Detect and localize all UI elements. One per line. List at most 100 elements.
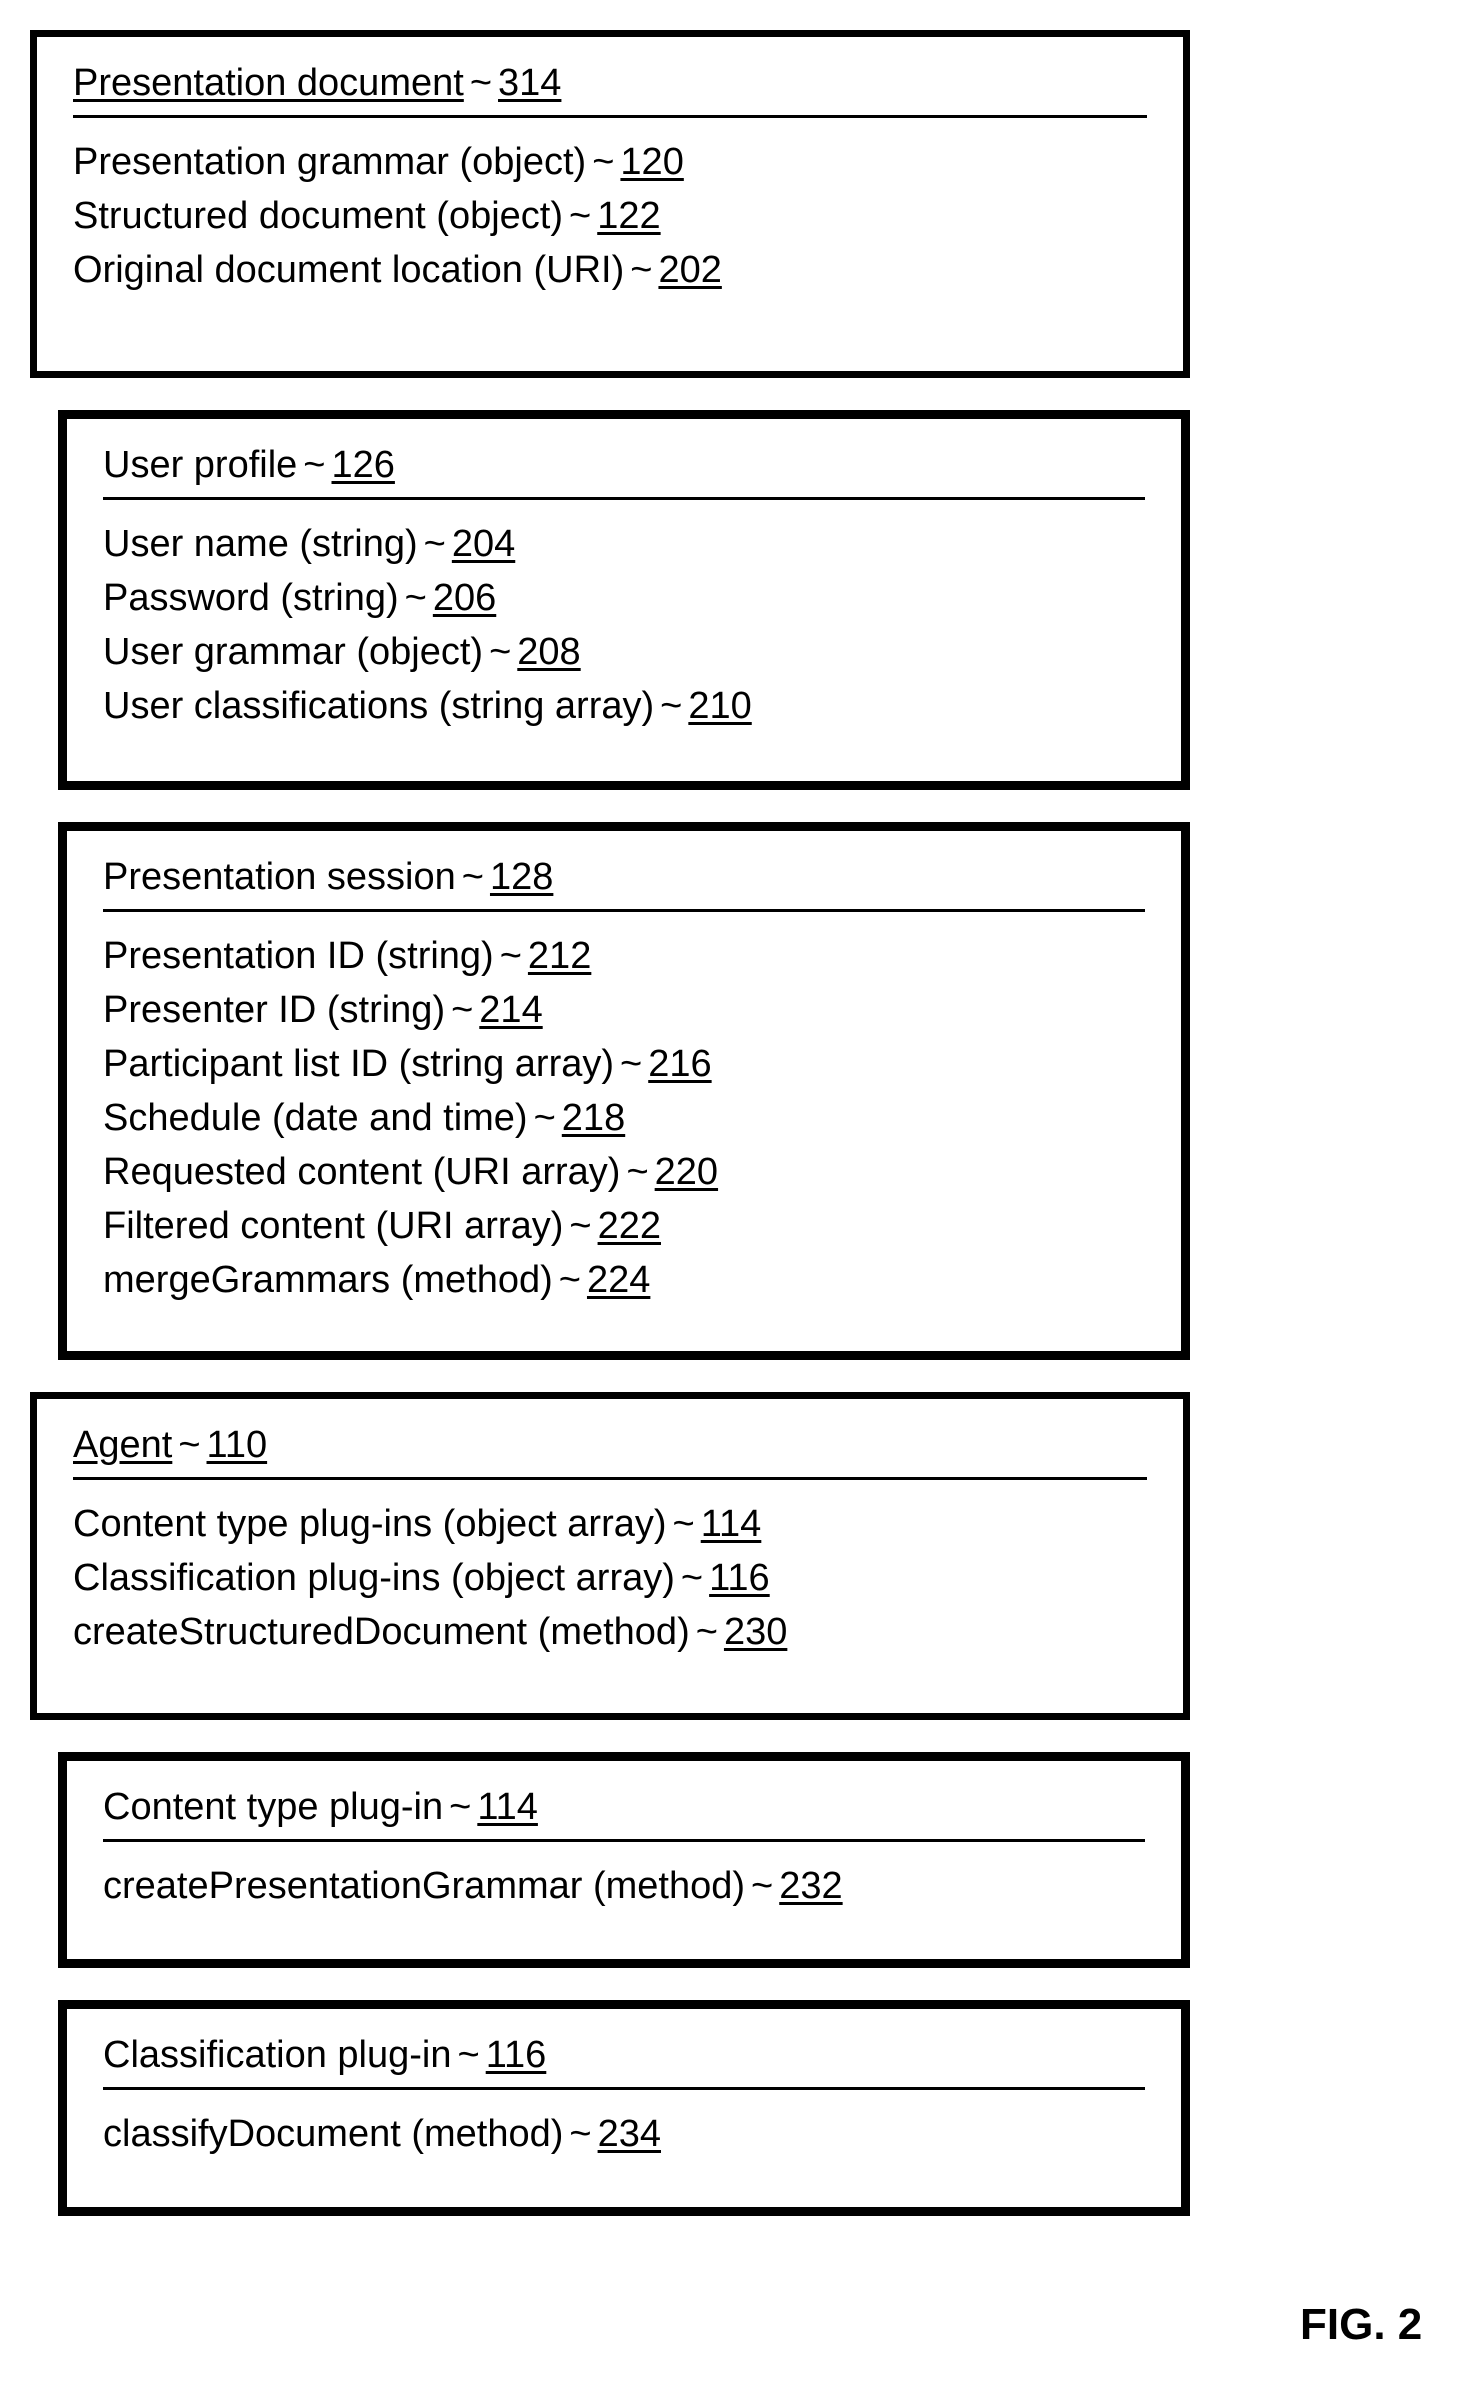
tilde-separator: ~ [303, 444, 325, 486]
box-presentation-document: Presentation document~314Presentation gr… [30, 30, 1190, 378]
box-title-label: Classification plug-in [103, 2034, 452, 2076]
field-ref: 120 [620, 141, 683, 183]
field-row: Content type plug-ins (object array)~114 [73, 1498, 1147, 1552]
box-title-label: Presentation document [73, 62, 464, 104]
box-user-profile: User profile~126User name (string)~204Pa… [58, 410, 1190, 790]
field-ref: 116 [709, 1557, 770, 1599]
field-label: Filtered content (URI array) [103, 1205, 563, 1247]
field-ref: 122 [597, 195, 660, 237]
box-title-label: Content type plug-in [103, 1786, 443, 1828]
figure-label: FIG. 2 [1300, 2300, 1422, 2350]
field-row: createPresentationGrammar (method)~232 [103, 1860, 1145, 1914]
field-row: Presenter ID (string)~214 [103, 984, 1145, 1038]
tilde-separator: ~ [751, 1865, 773, 1907]
box-title-label: Agent [73, 1424, 172, 1466]
tilde-separator: ~ [458, 2034, 480, 2076]
field-label: Content type plug-ins (object array) [73, 1503, 667, 1545]
field-row: Password (string)~206 [103, 572, 1145, 626]
field-row: User name (string)~204 [103, 518, 1145, 572]
field-ref: 212 [528, 935, 591, 977]
box-title-row: User profile~126 [103, 439, 1145, 500]
field-ref: 222 [598, 1205, 661, 1247]
box-classification-plugin: Classification plug-in~116classifyDocume… [58, 2000, 1190, 2216]
field-ref: 224 [587, 1259, 650, 1301]
field-label: Presentation ID (string) [103, 935, 494, 977]
field-row: Requested content (URI array)~220 [103, 1146, 1145, 1200]
field-ref: 220 [655, 1151, 718, 1193]
tilde-separator: ~ [500, 935, 522, 977]
tilde-separator: ~ [592, 141, 614, 183]
field-row: createStructuredDocument (method)~230 [73, 1606, 1147, 1660]
field-ref: 216 [648, 1043, 711, 1085]
tilde-separator: ~ [569, 195, 591, 237]
box-title-ref: 314 [498, 62, 561, 104]
field-row: User grammar (object)~208 [103, 626, 1145, 680]
field-ref: 208 [517, 631, 580, 673]
field-label: Presenter ID (string) [103, 989, 445, 1031]
field-ref: 204 [452, 523, 515, 565]
field-row: Presentation ID (string)~212 [103, 930, 1145, 984]
box-content-type-plugin: Content type plug-in~114createPresentati… [58, 1752, 1190, 1968]
tilde-separator: ~ [569, 2113, 591, 2155]
tilde-separator: ~ [424, 523, 446, 565]
field-row: User classifications (string array)~210 [103, 680, 1145, 734]
field-row: Structured document (object)~122 [73, 190, 1147, 244]
box-title-row: Classification plug-in~116 [103, 2029, 1145, 2090]
box-title-ref: 114 [477, 1786, 538, 1828]
box-agent: Agent~110Content type plug-ins (object a… [30, 1392, 1190, 1720]
field-ref: 202 [658, 249, 721, 291]
field-label: createPresentationGrammar (method) [103, 1865, 745, 1907]
field-row: Schedule (date and time)~218 [103, 1092, 1145, 1146]
field-label: Requested content (URI array) [103, 1151, 620, 1193]
field-row: Filtered content (URI array)~222 [103, 1200, 1145, 1254]
box-title-ref: 126 [332, 444, 395, 486]
field-ref: 230 [724, 1611, 787, 1653]
field-label: User grammar (object) [103, 631, 483, 673]
field-label: classifyDocument (method) [103, 2113, 563, 2155]
tilde-separator: ~ [470, 62, 492, 104]
tilde-separator: ~ [489, 631, 511, 673]
field-ref: 234 [598, 2113, 661, 2155]
field-ref: 218 [562, 1097, 625, 1139]
box-title-label: Presentation session [103, 856, 456, 898]
field-row: classifyDocument (method)~234 [103, 2108, 1145, 2162]
field-row: Original document location (URI)~202 [73, 244, 1147, 298]
field-row: mergeGrammars (method)~224 [103, 1254, 1145, 1308]
tilde-separator: ~ [626, 1151, 648, 1193]
field-label: User classifications (string array) [103, 685, 654, 727]
field-row: Presentation grammar (object)~120 [73, 136, 1147, 190]
field-label: Password (string) [103, 577, 399, 619]
field-label: Participant list ID (string array) [103, 1043, 614, 1085]
tilde-separator: ~ [451, 989, 473, 1031]
box-title-ref: 110 [207, 1424, 268, 1466]
box-title-ref: 116 [486, 2034, 547, 2076]
tilde-separator: ~ [559, 1259, 581, 1301]
box-title-row: Content type plug-in~114 [103, 1781, 1145, 1842]
field-ref: 114 [701, 1503, 762, 1545]
field-label: mergeGrammars (method) [103, 1259, 553, 1301]
box-presentation-session: Presentation session~128Presentation ID … [58, 822, 1190, 1360]
tilde-separator: ~ [696, 1611, 718, 1653]
field-label: Structured document (object) [73, 195, 563, 237]
tilde-separator: ~ [673, 1503, 695, 1545]
box-title-row: Presentation session~128 [103, 851, 1145, 912]
field-label: Classification plug-ins (object array) [73, 1557, 675, 1599]
field-row: Classification plug-ins (object array)~1… [73, 1552, 1147, 1606]
tilde-separator: ~ [630, 249, 652, 291]
tilde-separator: ~ [569, 1205, 591, 1247]
field-label: Presentation grammar (object) [73, 141, 586, 183]
field-row: Participant list ID (string array)~216 [103, 1038, 1145, 1092]
tilde-separator: ~ [405, 577, 427, 619]
field-label: Schedule (date and time) [103, 1097, 528, 1139]
field-ref: 210 [688, 685, 751, 727]
tilde-separator: ~ [449, 1786, 471, 1828]
field-ref: 206 [433, 577, 496, 619]
field-label: User name (string) [103, 523, 418, 565]
tilde-separator: ~ [178, 1424, 200, 1466]
box-title-row: Agent~110 [73, 1419, 1147, 1480]
field-label: createStructuredDocument (method) [73, 1611, 690, 1653]
box-title-row: Presentation document~314 [73, 57, 1147, 118]
tilde-separator: ~ [620, 1043, 642, 1085]
box-title-ref: 128 [490, 856, 553, 898]
field-ref: 232 [779, 1865, 842, 1907]
